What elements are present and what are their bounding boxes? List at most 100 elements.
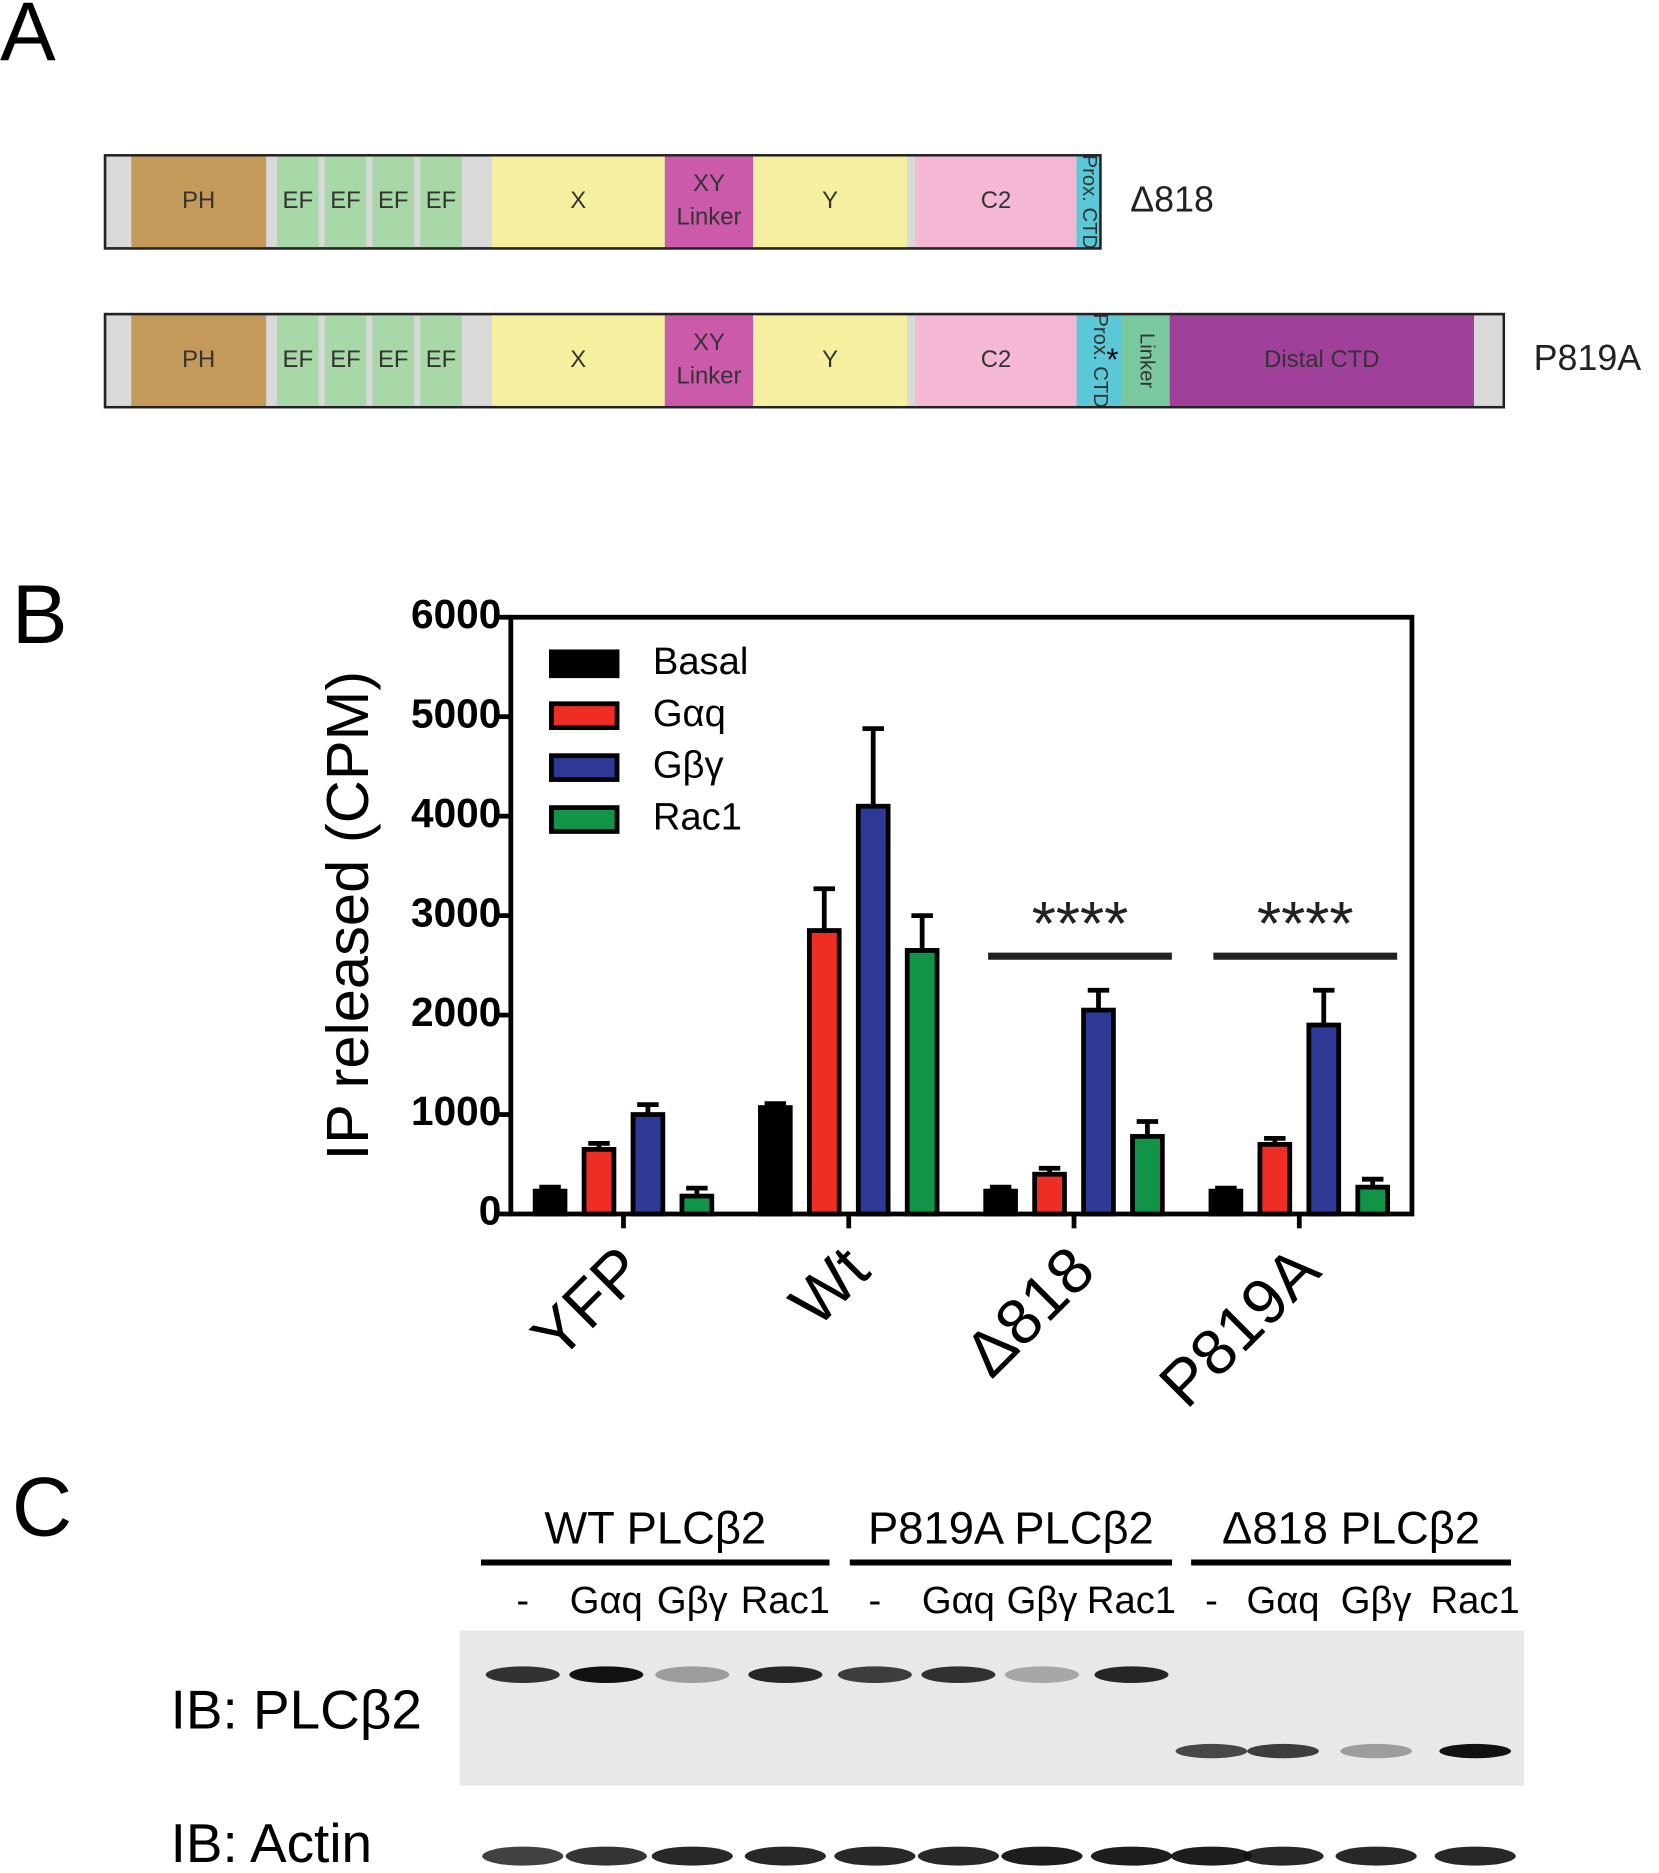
domain (491, 156, 665, 248)
y-tick-label: 3000 (411, 889, 501, 935)
blot-band (1175, 1743, 1248, 1759)
domain (372, 156, 415, 248)
bar (630, 1112, 666, 1217)
blot-band (921, 1666, 996, 1684)
blot-band (1247, 1743, 1319, 1759)
bar (1130, 1134, 1165, 1217)
domain (664, 315, 754, 406)
domain (372, 315, 415, 406)
domain-label-line: XY (693, 170, 725, 197)
domain-label-line: XY (693, 329, 725, 356)
x-tick-label: YFP (518, 1233, 658, 1373)
bar (904, 948, 940, 1217)
domain (1076, 156, 1101, 248)
bar (983, 1188, 1018, 1217)
domain (131, 156, 267, 248)
domain-label: C2 (981, 346, 1012, 373)
domain (915, 315, 1077, 406)
bar (1032, 1171, 1067, 1217)
domain-label: EF (426, 346, 457, 373)
legend-swatch (549, 753, 620, 782)
domain (324, 315, 367, 406)
legend-swatch (549, 701, 620, 731)
lane-label: - (516, 1579, 529, 1622)
blot-label: IB: Actin (171, 1812, 372, 1873)
domain-label: X (570, 346, 586, 373)
actin-band (834, 1846, 916, 1866)
blot-band (837, 1666, 912, 1684)
y-tick-label: 6000 (411, 591, 501, 637)
blot-band (1439, 1743, 1512, 1759)
domain-label-line: Linker (676, 204, 741, 231)
legend-swatch (549, 805, 620, 834)
domain-label: PH (182, 346, 215, 373)
domain (491, 315, 665, 406)
domain-label: PH (182, 187, 215, 214)
domain (420, 156, 462, 248)
bar (1306, 1022, 1342, 1217)
mutation-mark: * (1106, 342, 1118, 377)
actin-band (1090, 1846, 1173, 1866)
y-tick-label: 1000 (411, 1088, 501, 1134)
domain (276, 156, 319, 248)
actin-band (1335, 1846, 1417, 1866)
construct-label: Δ818 (1130, 179, 1214, 219)
lane-label: Gαq (922, 1579, 995, 1622)
y-tick-label: 4000 (411, 790, 501, 836)
bar (679, 1193, 715, 1217)
bar (1355, 1184, 1391, 1217)
blot-band (1094, 1666, 1169, 1684)
actin-band (565, 1846, 647, 1866)
actin-band (1170, 1846, 1253, 1866)
construct-label: P819A (1534, 338, 1642, 378)
domain-label: Y (822, 187, 838, 214)
domain (753, 156, 908, 248)
blot-band (1004, 1666, 1079, 1684)
y-tick-label: 0 (479, 1188, 502, 1234)
domain-label: EF (426, 187, 457, 214)
domain (664, 156, 754, 248)
domain (1076, 315, 1122, 406)
lane-label: - (868, 1579, 881, 1622)
blot-label: IB: PLCβ2 (171, 1679, 422, 1741)
legend-label: Gαq (653, 692, 726, 735)
lane-label: Rac1 (1431, 1579, 1520, 1622)
domain (276, 315, 319, 406)
domain-label: C2 (981, 187, 1012, 214)
actin-band (651, 1846, 733, 1866)
bar (1257, 1141, 1293, 1217)
bar (1208, 1188, 1244, 1217)
domain (1121, 315, 1170, 406)
bar (855, 803, 891, 1217)
lane-label: Gβγ (1007, 1579, 1078, 1622)
domain-label: EF (283, 187, 314, 214)
domain-label: Y (822, 346, 838, 373)
panel-label: A (0, 0, 56, 78)
domain (131, 315, 267, 406)
legend-swatch (549, 649, 620, 679)
actin-band (482, 1846, 564, 1866)
domain (1169, 315, 1475, 406)
lane-label: Gβγ (657, 1579, 728, 1622)
domain-label: EF (378, 346, 409, 373)
bar (758, 1105, 793, 1217)
domain-label: Distal CTD (1264, 346, 1379, 373)
domain-label: Prox. CTD (1089, 313, 1111, 408)
lane-label: - (1205, 1579, 1218, 1622)
domain (420, 315, 462, 406)
protein-outline (103, 154, 1102, 250)
domain-label-line: Linker (676, 363, 741, 390)
significance-label: **** (1032, 890, 1129, 959)
blot-band (1340, 1743, 1412, 1759)
y-tick-label: 2000 (411, 989, 501, 1035)
actin-band (1001, 1846, 1083, 1866)
group-label: WT PLCβ2 (544, 1502, 766, 1553)
lane-label: Gαq (1247, 1579, 1320, 1622)
bar (1081, 1007, 1116, 1217)
y-tick-label: 5000 (411, 690, 501, 736)
blot-band (485, 1666, 560, 1684)
blot-band (655, 1666, 730, 1684)
domain-label: X (570, 187, 586, 214)
domain (753, 315, 908, 406)
legend-label: Rac1 (653, 796, 742, 839)
